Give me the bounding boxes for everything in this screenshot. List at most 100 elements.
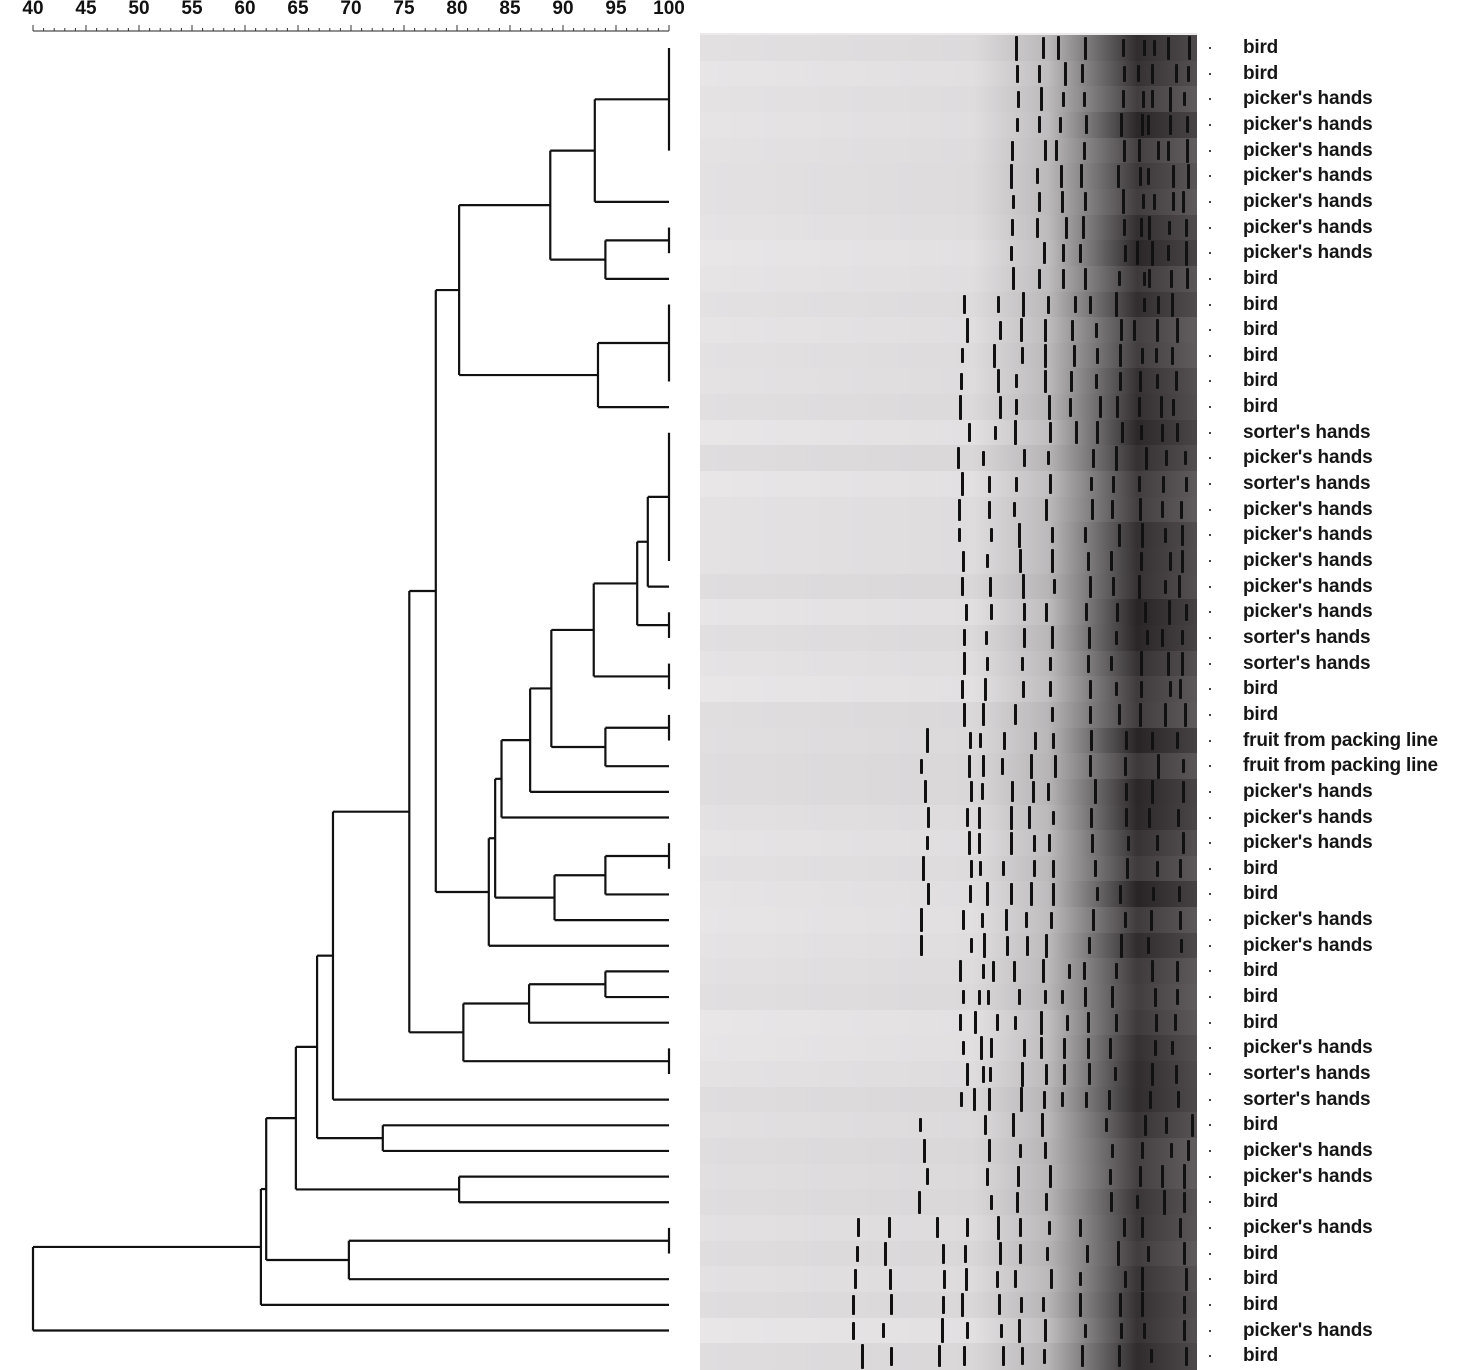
gel-band [1030, 882, 1033, 907]
gel-band [1143, 40, 1146, 56]
gel-band [1023, 627, 1026, 648]
gel-band [1140, 218, 1143, 238]
gel-band [1018, 989, 1021, 1006]
gel-band [1094, 860, 1097, 878]
axis-tick-label: 90 [552, 0, 574, 19]
gel-band [962, 1041, 965, 1056]
lane-label: bird [1243, 1242, 1279, 1264]
gel-band [1162, 475, 1165, 493]
gel-lane [700, 1137, 1197, 1165]
gel-lane [700, 137, 1197, 165]
gel-lane [700, 522, 1197, 550]
lane-marker-dot [1209, 790, 1211, 793]
lane-marker-dot [1209, 636, 1211, 639]
gel-band [1091, 499, 1094, 521]
gel-band [1163, 1189, 1166, 1215]
gel-band [1186, 268, 1189, 290]
gel-lane [700, 727, 1197, 755]
gel-band [1182, 759, 1185, 774]
gel-band [1110, 656, 1113, 672]
lane-marker-dot [1209, 662, 1211, 665]
gel-band [982, 703, 985, 727]
gel-band [1010, 163, 1013, 189]
gel-band [1038, 116, 1041, 134]
gel-band [966, 1218, 969, 1238]
gel-band [924, 780, 927, 804]
gel-band [1153, 40, 1156, 56]
gel-band [1089, 755, 1092, 778]
gel-band [988, 500, 991, 519]
gel-band [1181, 549, 1184, 573]
gel-band [1156, 318, 1159, 342]
gel-band [1002, 861, 1005, 877]
gel-lane [700, 291, 1197, 319]
gel-band [1014, 420, 1017, 446]
lane-label: picker's hands [1243, 832, 1373, 854]
gel-band [1084, 987, 1087, 1008]
gel-band [1118, 1345, 1121, 1368]
gel-band [1042, 37, 1045, 59]
gel-band [958, 528, 961, 543]
gel-band [1023, 603, 1026, 622]
gel-band [1124, 1270, 1127, 1288]
gel-band [1015, 374, 1018, 389]
gel-lane [700, 368, 1197, 396]
lane-label: picker's hands [1243, 909, 1373, 931]
gel-band [854, 1269, 857, 1290]
gel-lane [700, 265, 1197, 293]
gel-band [1043, 1348, 1046, 1364]
gel-band [959, 1014, 962, 1032]
gel-band [1179, 1217, 1182, 1238]
gel-lane [700, 1035, 1197, 1063]
gel-band [1052, 732, 1055, 749]
gel-band [1002, 1346, 1005, 1367]
gel-band [1112, 577, 1115, 597]
gel-band [1164, 579, 1167, 594]
gel-band [1181, 524, 1184, 546]
lane-marker-dot [1209, 483, 1211, 486]
gel-band [1115, 1013, 1118, 1032]
lane-marker-dot [1209, 200, 1211, 203]
lane-label: bird [1243, 986, 1279, 1008]
gel-band [1086, 1244, 1089, 1263]
gel-band [1062, 244, 1065, 263]
gel-band [966, 1322, 969, 1339]
gel-band [1055, 140, 1058, 162]
gel-lane [700, 573, 1197, 601]
gel-band [1154, 1040, 1157, 1057]
gel-band [1012, 194, 1015, 209]
gel-band [1125, 808, 1128, 827]
gel-band [1169, 86, 1172, 112]
gel-band [1180, 938, 1183, 953]
gel-lane [700, 1009, 1197, 1037]
gel-band [1047, 782, 1050, 801]
gel-lane [700, 881, 1197, 909]
gel-band [1145, 446, 1148, 470]
gel-band [1150, 1349, 1153, 1364]
gel-band [1087, 1012, 1090, 1034]
gel-band [996, 1014, 999, 1032]
gel-band [1109, 1168, 1112, 1185]
gel-band [1036, 168, 1039, 185]
gel-band [1010, 883, 1013, 906]
gel-band [1115, 445, 1118, 471]
gel-band [936, 1217, 939, 1239]
gel-band [1028, 806, 1031, 829]
lane-marker-dot [1209, 842, 1211, 845]
gel-band [1123, 65, 1126, 82]
lane-label: picker's hands [1243, 447, 1373, 469]
gel-band [1079, 243, 1082, 263]
gel-band [1054, 754, 1057, 778]
lane-label: bird [1243, 62, 1279, 84]
gel-band [990, 604, 993, 621]
gel-band [1045, 933, 1048, 958]
gel-band [1141, 522, 1144, 548]
gel-band [1015, 35, 1018, 61]
gel-band [1182, 190, 1185, 213]
gel-band [1018, 522, 1021, 548]
gel-band [1096, 887, 1099, 902]
gel-band [1147, 1245, 1150, 1262]
gel-band [999, 1242, 1002, 1266]
gel-band [1040, 87, 1043, 112]
gel-band [1025, 912, 1028, 929]
